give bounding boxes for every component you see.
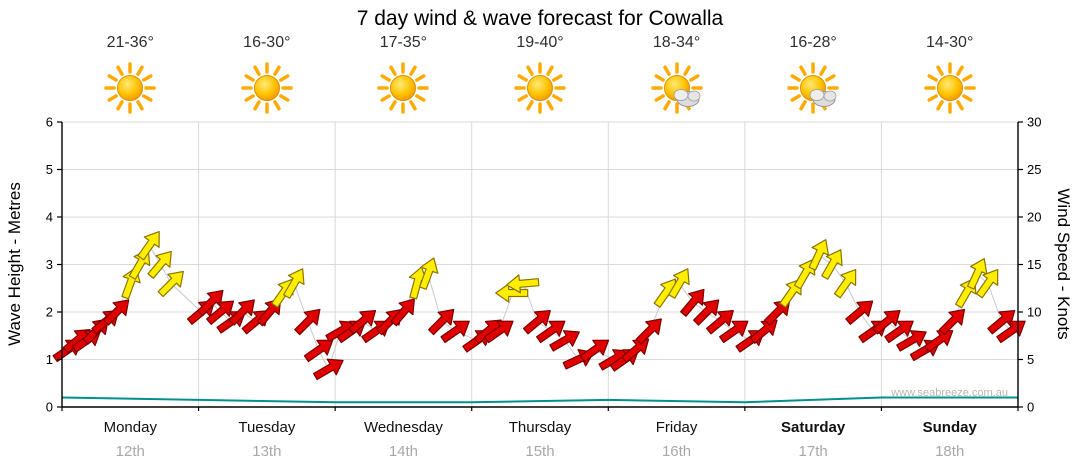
wind-arrow (484, 320, 514, 344)
day-name-label: Wednesday (363, 419, 443, 436)
wind-arrow (147, 250, 172, 279)
wave-height-line (61, 396, 1018, 404)
day-name-label: Tuesday (238, 419, 296, 436)
day-date-label: 13th (252, 443, 282, 460)
weather-icon-wrap (608, 62, 745, 119)
left-axis-tick-label: 1 (46, 352, 53, 367)
wind-arrow (506, 274, 540, 294)
temperature-range: 19-40° (516, 34, 564, 51)
day-date-label: 16th (661, 443, 692, 460)
wind-arrow (896, 330, 927, 352)
wind-arrow (987, 309, 1016, 335)
sunny-icon (104, 62, 157, 114)
right-axis-tick-label: 0 (1027, 400, 1034, 415)
day-name-label: Monday (103, 419, 157, 436)
temperature-range: 21-36° (106, 34, 154, 51)
chart-title: 7 day wind & wave forecast for Cowalla (356, 7, 724, 30)
day-date-label: 14th (388, 443, 419, 460)
left-axis-tick-label: 3 (46, 257, 53, 272)
wind-arrow (749, 319, 778, 344)
wind-arrow (197, 289, 224, 317)
wind-arrow (692, 299, 720, 326)
left-axis-tick-label: 6 (46, 115, 53, 130)
wind-arrow (495, 283, 529, 303)
wind-arrow (966, 257, 988, 290)
temperature-range: 14-30° (926, 34, 974, 51)
weather-icon-wrap (335, 62, 472, 119)
temperature-range: 16-30° (243, 34, 291, 51)
day-date-label: 17th (798, 443, 828, 460)
wind-arrow (303, 339, 334, 363)
wind-arrow (348, 309, 377, 335)
weather-icon-wrap (745, 62, 882, 119)
cloud-icon (809, 89, 837, 107)
wind-arrow (719, 320, 749, 344)
day-name-label: Friday (655, 419, 698, 436)
left-axis-tick-label: 5 (46, 162, 53, 177)
sunny-icon (241, 62, 293, 114)
day-name-label: Saturday (781, 419, 846, 436)
wind-arrow (680, 288, 705, 317)
right-axis-tick-label: 15 (1027, 257, 1041, 272)
weather-icon-wrap (199, 62, 336, 119)
wind-arrow (821, 249, 843, 280)
wind-arrow (668, 268, 690, 299)
day-name-label: Thursday (508, 419, 572, 436)
sunny-icon (923, 62, 976, 114)
weather-icon-wrap (472, 62, 609, 119)
wind-arrow (808, 238, 830, 271)
left-axis-tick-label: 0 (46, 400, 53, 415)
sunny-icon (377, 62, 430, 114)
wind-arrow (938, 308, 966, 336)
wind-arrow (975, 268, 999, 299)
wind-arrow (157, 270, 184, 298)
wind-arrow (206, 300, 235, 325)
sunny-icon (514, 62, 566, 114)
wind-arrow (312, 358, 344, 381)
wind-arrow (390, 298, 415, 327)
left-axis-tick-label: 4 (46, 210, 53, 225)
wind-arrow (621, 338, 650, 363)
right-axis-tick-label: 25 (1027, 162, 1041, 177)
right-axis-tick-label: 30 (1027, 115, 1041, 130)
wind-arrow (294, 308, 321, 336)
temperature-range: 16-28° (789, 34, 837, 51)
wind-arrow (833, 268, 857, 299)
weather-icon-wrap (62, 62, 199, 119)
wind-arrow (635, 318, 662, 345)
wind-arrow (418, 257, 439, 290)
cloud-icon (673, 89, 700, 107)
right-axis-tick-label: 10 (1027, 305, 1041, 320)
wind-arrow (427, 308, 455, 336)
wind-arrow (522, 309, 551, 335)
wind-arrow (228, 299, 255, 326)
temperature-range: 18-34° (652, 34, 701, 51)
day-date-label: 18th (935, 443, 965, 460)
wind-arrow (440, 320, 470, 344)
partly-cloudy-icon (787, 62, 839, 114)
right-axis-tick-label: 5 (1027, 352, 1034, 367)
wind-arrow (705, 309, 734, 335)
weather-icon-wrap (881, 62, 1018, 119)
wind-arrow (884, 320, 914, 344)
wind-arrow (102, 299, 130, 326)
left-axis-tick-label: 2 (46, 305, 53, 320)
watermark: www.seabreeze.com.au (891, 387, 1008, 399)
wind-arrow (283, 268, 305, 299)
wind-arrow (845, 300, 874, 325)
wind-arrow (579, 339, 610, 363)
wind-arrow (923, 330, 954, 353)
wind-arrow (137, 230, 160, 261)
day-date-label: 12th (115, 443, 145, 460)
right-axis-tick-label: 20 (1027, 210, 1041, 225)
partly-cloudy-icon (650, 62, 703, 114)
wind-arrow (872, 309, 901, 335)
wind-arrow (549, 330, 580, 352)
day-name-label: Sunday (922, 419, 977, 436)
temperature-range: 17-35° (379, 34, 428, 51)
wind-arrow (536, 320, 566, 344)
day-date-label: 15th (525, 443, 555, 460)
